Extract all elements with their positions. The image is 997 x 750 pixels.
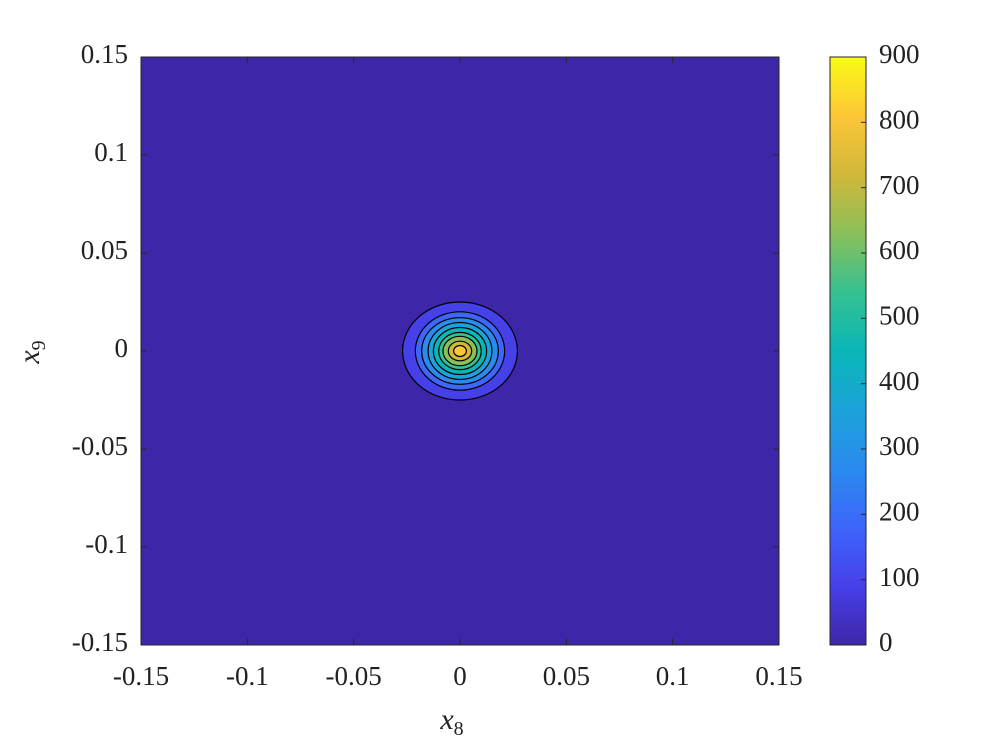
y-axis-label: x9 [13,340,50,364]
y-tick-label: 0.1 [94,137,128,167]
y-tick-label: -0.05 [72,431,128,461]
colorbar-tick-label: 400 [879,366,920,396]
colorbar-tick-label: 500 [879,301,920,331]
contour-region [453,344,467,358]
x-tick-label: 0.05 [543,661,590,691]
y-tick-label: 0.05 [81,235,128,265]
x-axis-label: x8 [439,703,463,740]
colorbar-tick-label: 0 [879,627,893,657]
y-tick-label: 0 [115,333,129,363]
x-label-subscript: 8 [454,718,464,740]
colorbar-tick-label: 200 [879,497,920,527]
y-label-subscript: 9 [28,340,50,350]
y-tick-label: -0.1 [85,529,128,559]
colorbar-tick-label: 600 [879,235,920,265]
colorbar-tick-label: 800 [879,105,920,135]
x-tick-label: -0.1 [226,661,269,691]
colorbar-tick-label: 100 [879,562,920,592]
colorbar-tick-label: 700 [879,170,920,200]
y-label-base: x [13,350,46,365]
colorbar-tick-label: 900 [879,39,920,69]
x-tick-label: 0 [453,661,467,691]
colorbar [829,56,867,646]
x-tick-label: 0.1 [656,661,690,691]
x-tick-label: -0.15 [113,661,169,691]
y-tick-label: -0.15 [72,627,128,657]
x-label-base: x [439,703,454,736]
x-tick-label: 0.15 [755,661,802,691]
y-tick-label: 0.15 [81,39,128,69]
x-tick-label: -0.05 [326,661,382,691]
colorbar-tick-label: 300 [879,431,920,461]
